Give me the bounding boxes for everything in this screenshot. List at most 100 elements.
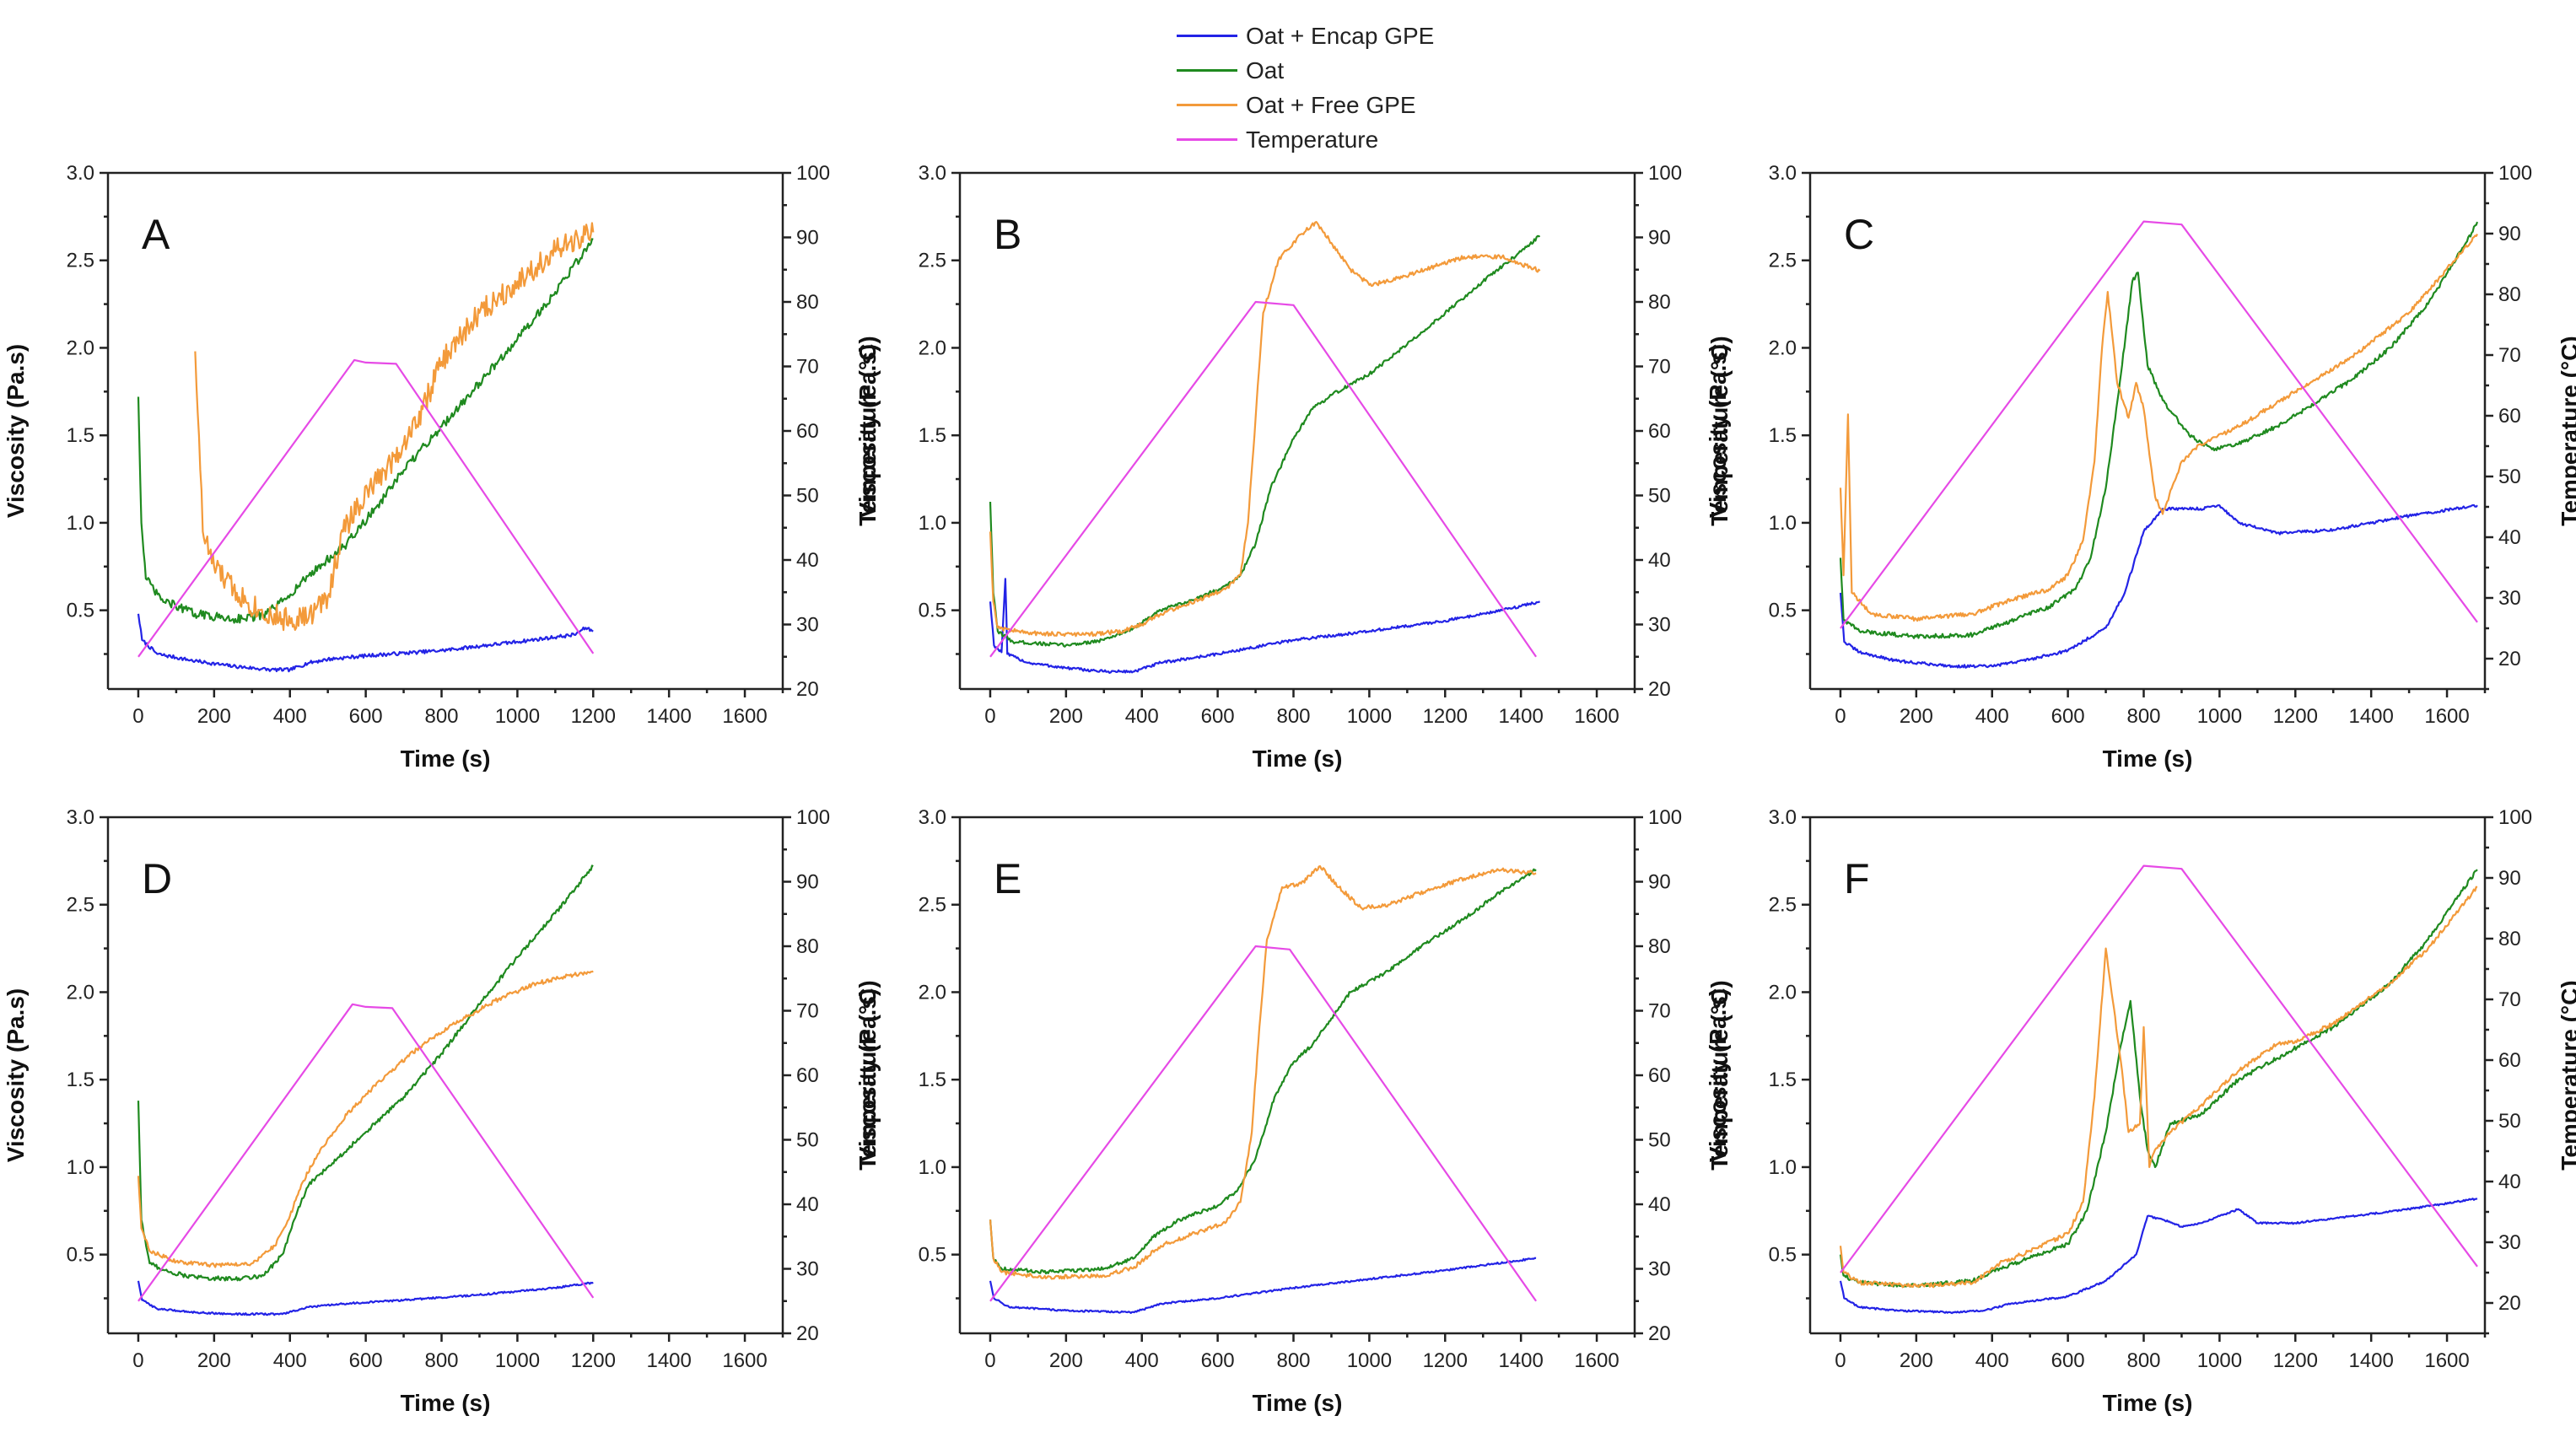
x-tick-label: 1600 — [722, 1349, 767, 1372]
legend-item-oat: Oat — [1177, 53, 1434, 88]
y-tick-label: 3.0 — [67, 162, 94, 185]
y-tick-label: 1.0 — [1769, 512, 1797, 535]
y2-tick-label: 90 — [2498, 223, 2521, 245]
y2-tick-label: 30 — [796, 614, 819, 637]
y2-tick-label: 80 — [796, 935, 819, 958]
y2-tick-label: 70 — [796, 1000, 819, 1023]
legend-label-encap: Oat + Encap GPE — [1246, 22, 1435, 49]
x-axis-title: Time (s) — [401, 746, 491, 772]
y-tick-label: 2.0 — [919, 981, 946, 1004]
y2-tick-label: 90 — [796, 871, 819, 894]
y-tick-label: 0.5 — [67, 1244, 94, 1267]
y-tick-label: 0.5 — [1769, 600, 1797, 622]
y-tick-label: 2.5 — [67, 894, 94, 917]
y2-tick-label: 50 — [2498, 466, 2521, 488]
y-axis-title: Viscosity (Pa.s) — [854, 344, 881, 518]
y-tick-label: 2.0 — [919, 336, 946, 359]
x-tick-label: 1200 — [571, 1349, 616, 1372]
chart-panel-c: 0 200 400 600 800 1000 1200 1400 1600 0.5 1.0 1.5 2.… — [1705, 162, 2576, 772]
x-tick-label: 800 — [424, 1349, 458, 1372]
x-tick-label: 1400 — [646, 1349, 691, 1372]
series-temperature — [989, 300, 1538, 658]
y2-tick-label: 90 — [1648, 227, 1671, 250]
legend-item-temperature: Temperature — [1177, 122, 1434, 157]
panel-label: D — [142, 855, 172, 902]
y-axis-title: Viscosity (Pa.s) — [854, 988, 881, 1162]
series-oat — [137, 238, 594, 624]
y2-tick-label: 50 — [2498, 1110, 2521, 1133]
series-temperature — [137, 1003, 595, 1302]
y2-tick-label: 80 — [1648, 291, 1671, 314]
y2-tick-label: 60 — [1648, 1064, 1671, 1087]
y2-tick-label: 60 — [796, 420, 819, 443]
x-tick-label: 200 — [1049, 705, 1083, 728]
x-tick-label: 1600 — [1574, 1349, 1619, 1372]
y2-tick-label: 70 — [2498, 344, 2521, 367]
y2-tick-label: 80 — [2498, 928, 2521, 950]
legend-swatch-oat — [1177, 69, 1237, 72]
y-tick-label: 3.0 — [67, 806, 94, 829]
y2-tick-label: 80 — [2498, 283, 2521, 306]
x-tick-label: 1000 — [495, 1349, 540, 1372]
series-oat-encap-gpe — [137, 613, 594, 673]
y2-tick-label: 30 — [796, 1258, 819, 1281]
y-tick-label: 2.0 — [67, 981, 94, 1004]
chart-panel-f: 0 200 400 600 800 1000 1200 1400 1600 0.5 1.0 1.5 2.… — [1705, 806, 2576, 1416]
series-oat-free-gpe — [137, 970, 594, 1268]
x-tick-label: 1200 — [571, 705, 616, 728]
y2-axis-title: Temperature (°C) — [1706, 336, 1733, 525]
x-tick-label: 800 — [1276, 705, 1310, 728]
y-tick-label: 1.5 — [67, 424, 94, 447]
y2-axis-title: Temperature (°C) — [854, 336, 881, 525]
series-temperature — [1840, 864, 2478, 1273]
chart-panel-b: 0 200 400 600 800 1000 1200 1400 1600 0.5 1.0 1.5 2.… — [854, 162, 1733, 772]
x-tick-label: 200 — [197, 1349, 231, 1372]
y-tick-label: 1.0 — [1769, 1156, 1797, 1179]
x-tick-label: 1600 — [1574, 705, 1619, 728]
y2-tick-label: 40 — [796, 549, 819, 572]
y-tick-label: 2.0 — [1769, 981, 1797, 1004]
y-tick-label: 3.0 — [1769, 806, 1797, 829]
series-oat — [1839, 221, 2479, 639]
y2-tick-label: 90 — [796, 227, 819, 250]
y-tick-label: 1.5 — [67, 1069, 94, 1091]
series-oat-encap-gpe — [989, 1257, 1537, 1314]
series-temperature — [989, 945, 1538, 1302]
x-tick-label: 600 — [349, 705, 383, 728]
y2-tick-label: 90 — [1648, 871, 1671, 894]
x-tick-label: 1400 — [2348, 1349, 2393, 1372]
x-tick-label: 1000 — [2197, 705, 2242, 728]
panel-label: F — [1844, 855, 1870, 902]
x-tick-label: 200 — [1900, 1349, 1933, 1372]
x-tick-label: 0 — [1835, 1349, 1846, 1372]
panel-label: E — [994, 855, 1021, 902]
x-tick-label: 1000 — [495, 705, 540, 728]
x-tick-label: 800 — [424, 705, 458, 728]
x-tick-label: 1600 — [2424, 705, 2469, 728]
y-tick-label: 1.0 — [67, 512, 94, 535]
y2-tick-label: 20 — [796, 678, 819, 701]
y2-axis-title: Temperature (°C) — [2557, 980, 2576, 1170]
x-tick-label: 0 — [1835, 705, 1846, 728]
y-tick-label: 1.0 — [919, 1156, 946, 1179]
y-tick-label: 2.5 — [919, 894, 946, 917]
y2-tick-label: 40 — [1648, 549, 1671, 572]
y-tick-label: 3.0 — [919, 806, 946, 829]
y2-tick-label: 80 — [796, 291, 819, 314]
y2-tick-label: 20 — [796, 1322, 819, 1345]
x-tick-label: 1200 — [1423, 1349, 1468, 1372]
x-tick-label: 1400 — [1498, 1349, 1543, 1372]
y-tick-label: 3.0 — [1769, 162, 1797, 185]
legend-item-free: Oat + Free GPE — [1177, 88, 1434, 122]
y2-axis-title: Temperature (°C) — [2557, 336, 2576, 525]
y-tick-label: 1.5 — [1769, 424, 1797, 447]
panel-label: C — [1844, 211, 1874, 258]
legend-item-encap: Oat + Encap GPE — [1177, 19, 1434, 53]
y2-tick-label: 70 — [1648, 356, 1671, 379]
series-oat-free-gpe — [194, 222, 595, 632]
x-tick-label: 600 — [349, 1349, 383, 1372]
series-oat-encap-gpe — [137, 1280, 594, 1316]
x-tick-label: 400 — [273, 705, 307, 728]
chart-panel-d: 0 200 400 600 800 1000 1200 1400 1600 0.5 1.0 1.5 2.… — [3, 806, 881, 1416]
